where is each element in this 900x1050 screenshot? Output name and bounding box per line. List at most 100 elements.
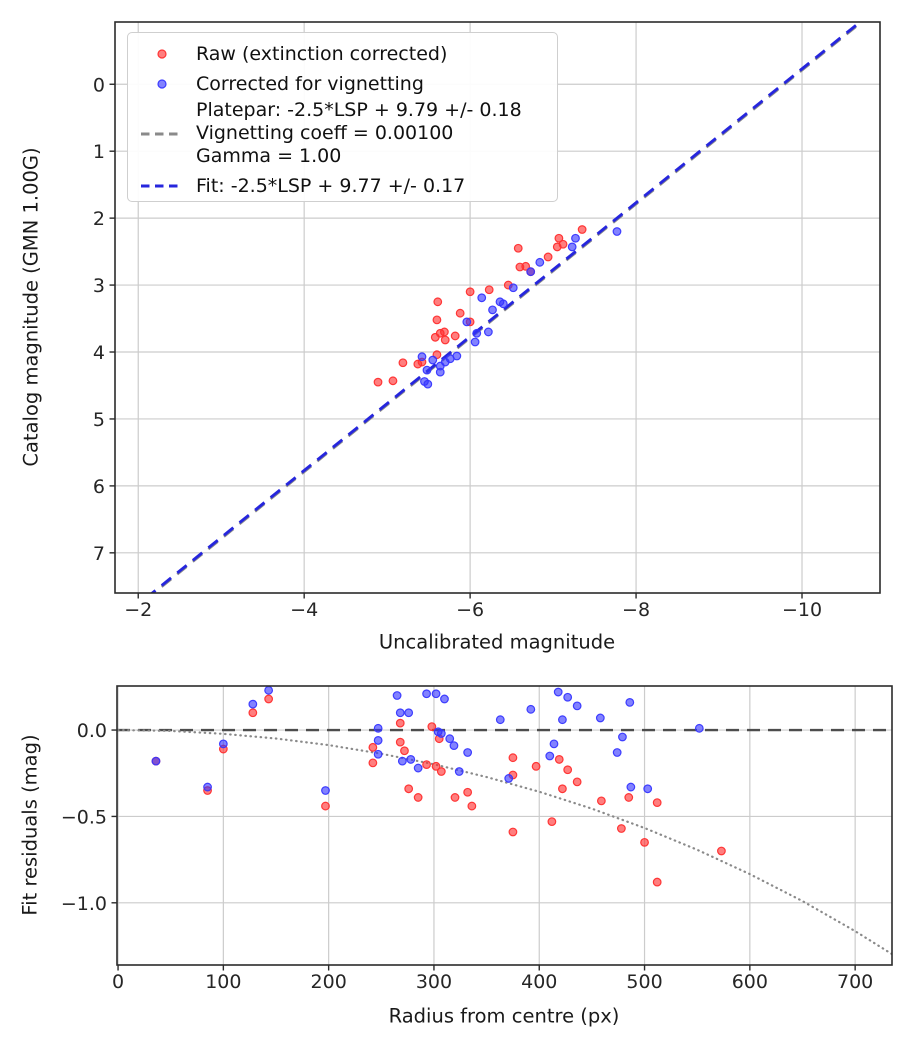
scatter-point (612, 748, 622, 757)
scatter-point (652, 877, 662, 887)
y-tick-label: 6 (93, 476, 105, 498)
series-raw (151, 694, 726, 887)
legend-item-label: Platepar: -2.5*LSP + 9.79 +/- 0.18 Vignet… (196, 99, 522, 167)
scatter-point (388, 376, 398, 386)
scatter-point (652, 798, 662, 808)
y-tick-label: 1 (93, 141, 105, 163)
x-tick-label: −8 (622, 599, 650, 621)
legend-item: Platepar: -2.5*LSP + 9.79 +/- 0.18 Vignet… (138, 99, 549, 168)
scatter-point (440, 335, 450, 345)
scatter-point (483, 327, 493, 337)
scatter-point (431, 761, 441, 771)
scatter-point (395, 708, 405, 718)
scatter-point (558, 715, 567, 725)
scatter-point (450, 331, 460, 341)
y-tick-label: 4 (93, 342, 105, 364)
scatter-point (567, 242, 577, 252)
scatter-point (572, 701, 582, 711)
y-tick-label: −1.0 (61, 893, 107, 915)
scatter-point (413, 763, 423, 773)
platepar-dashed-line-icon (138, 126, 186, 142)
scatter-point (545, 751, 555, 761)
legend-item: Raw (extinction corrected) (138, 39, 549, 69)
scatter-point (472, 328, 482, 338)
bottom-plot: 0 100 200 300 400 500 600 700 0.0 −0.5 −1.0 (61, 685, 893, 993)
y-tick-label: 0.0 (77, 720, 107, 742)
scatter-point (427, 722, 437, 731)
scatter-point (640, 837, 649, 847)
top-yaxis-label: Catalog magnitude (GMN 1.00G) (19, 147, 43, 467)
scatter-point (484, 285, 494, 295)
scatter-point (400, 746, 409, 756)
raw-dot-marker-icon (138, 46, 186, 62)
y-tick-label: 7 (93, 543, 105, 565)
scatter-point (398, 358, 408, 368)
scatter-point (431, 689, 441, 699)
scatter-point (321, 786, 330, 795)
legend-item: Corrected for vignetting (138, 69, 549, 99)
scatter-point (596, 796, 606, 806)
scatter-point (454, 767, 464, 776)
x-tick-label: 100 (205, 971, 241, 993)
x-tick-label: 700 (837, 971, 873, 993)
scatter-point (504, 774, 514, 783)
scatter-point (413, 793, 423, 802)
axes-spines (114, 21, 881, 594)
scatter-point (395, 718, 405, 728)
scatter-point (436, 729, 446, 738)
vignetting-model-curve (117, 728, 892, 956)
scatter-point (467, 801, 477, 811)
legend-item-label: Corrected for vignetting (196, 72, 424, 95)
y-tick-label: −0.5 (61, 806, 107, 828)
scatter-point (563, 692, 573, 702)
scatter-point (563, 765, 573, 775)
x-tick-label: 300 (416, 971, 452, 993)
scatter-point (463, 787, 473, 797)
top-xaxis-label: Uncalibrated magnitude (378, 630, 616, 654)
bottom-xaxis-label: Radius from centre (px) (388, 1004, 620, 1028)
line-layer (117, 728, 892, 956)
series-raw (373, 225, 587, 387)
scatter-point (717, 846, 726, 856)
scatter-point (577, 225, 587, 234)
legend: Raw (extinction corrected) Corrected for … (127, 32, 558, 202)
scatter-point (465, 287, 475, 297)
scatter-point (616, 824, 626, 833)
y-tick-label: 5 (93, 409, 105, 431)
x-tick-label: 200 (311, 971, 347, 993)
x-tick-label: 400 (521, 971, 557, 993)
scatter-point (248, 699, 258, 709)
x-tick-label: 0 (112, 971, 124, 993)
scatter-point (392, 691, 402, 700)
scatter-point (488, 305, 497, 315)
scatter-point (432, 315, 442, 325)
scatter-point (477, 293, 487, 303)
scatter-point (449, 741, 459, 751)
x-tick-label: −2 (124, 599, 152, 621)
corrected-dot-marker-icon (138, 76, 186, 92)
scatter-point (368, 758, 378, 768)
scatter-point (422, 365, 432, 375)
scatter-point (535, 257, 545, 267)
scatter-point (264, 685, 274, 695)
scatter-point (498, 299, 508, 309)
scatter-point (428, 355, 438, 365)
scatter-point (422, 760, 431, 770)
scatter-point (455, 308, 465, 318)
x-tick-label: −4 (290, 599, 318, 621)
scatter-point (543, 252, 553, 262)
scatter-point (553, 687, 563, 697)
scatter-point (508, 753, 518, 763)
scatter-point (554, 755, 564, 764)
scatter-point (643, 784, 653, 794)
legend-item: Fit: -2.5*LSP + 9.77 +/- 0.17 (138, 171, 549, 201)
scatter-point (531, 761, 541, 771)
scatter-point (547, 817, 557, 827)
scatter-point (397, 756, 407, 766)
scatter-point (521, 261, 531, 271)
fit-dashed-line-icon (138, 178, 186, 194)
scatter-point (526, 267, 536, 277)
series-corrected (417, 227, 622, 389)
